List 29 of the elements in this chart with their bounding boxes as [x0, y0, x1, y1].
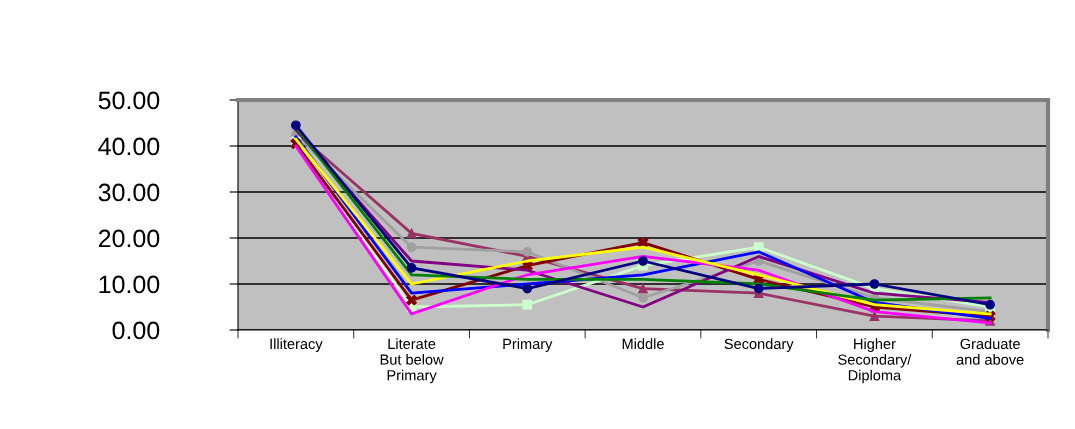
- point: [290, 120, 301, 131]
- point: [406, 228, 417, 239]
- point: [406, 242, 417, 253]
- point: [869, 311, 880, 322]
- point: [753, 242, 764, 253]
- x-tick-label: Higher Secondary/ Diploma: [838, 338, 912, 384]
- x-tick-label: Primary: [503, 338, 553, 352]
- point: [636, 236, 650, 249]
- y-tick-label: 20.00: [98, 229, 160, 248]
- x-tick-label: Middle: [622, 338, 664, 350]
- point: [638, 256, 648, 266]
- point: [522, 246, 533, 257]
- y-tick-label: 30.00: [98, 183, 160, 202]
- x-tick-label: Literate But below Primary: [380, 338, 444, 384]
- y-tick-label: 0.00: [112, 321, 160, 340]
- point: [406, 263, 417, 273]
- point: [638, 283, 648, 294]
- point: [522, 299, 533, 310]
- point: [638, 292, 648, 303]
- point: [869, 279, 880, 289]
- x-tick-label: Illiteracy: [270, 338, 323, 352]
- y-tick-label: 10.00: [99, 275, 160, 294]
- x-tick-label: Graduate and above: [956, 338, 1024, 365]
- x-tick-label: Secondary: [724, 338, 794, 352]
- y-tick-label: 40.00: [98, 137, 160, 156]
- y-tick-label: 50.00: [98, 91, 160, 110]
- point: [405, 293, 418, 307]
- point: [753, 283, 764, 294]
- point: [522, 283, 533, 294]
